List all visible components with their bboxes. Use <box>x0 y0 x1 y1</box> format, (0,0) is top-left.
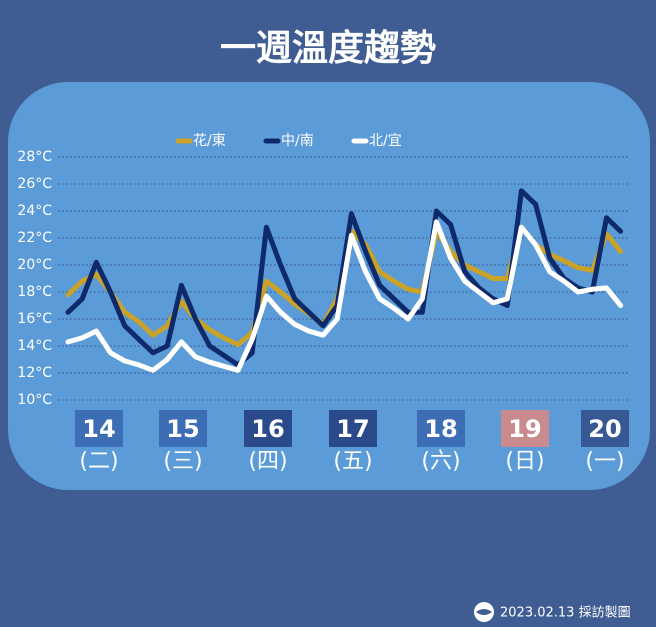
chart-title: 一週溫度趨勢 <box>220 28 436 69</box>
y-tick-label: 24°C <box>17 203 52 219</box>
y-tick-label: 16°C <box>17 311 52 327</box>
day-box <box>581 410 629 447</box>
day-weekday: (二) <box>79 449 118 474</box>
day-date: 18 <box>424 415 457 443</box>
day-box <box>159 410 207 447</box>
day-box <box>417 410 465 447</box>
day-weekday: (五) <box>333 449 372 474</box>
day-date: 16 <box>251 415 284 443</box>
day-date: 15 <box>166 415 199 443</box>
y-tick-label: 20°C <box>17 257 52 273</box>
series-line <box>65 219 624 373</box>
day-date: 17 <box>336 415 369 443</box>
day-box <box>501 410 549 447</box>
day-box <box>244 410 292 447</box>
day-weekday: (六) <box>421 449 460 474</box>
y-tick-label: 28°C <box>17 149 52 165</box>
day-date: 20 <box>588 415 621 443</box>
day-date: 14 <box>82 415 115 443</box>
day-date: 19 <box>508 415 541 443</box>
y-tick-label: 22°C <box>17 230 52 246</box>
day-weekday: (一) <box>585 449 624 474</box>
y-tick-label: 10°C <box>17 392 52 408</box>
y-tick-label: 18°C <box>17 284 52 300</box>
y-tick-label: 14°C <box>17 338 52 354</box>
logo <box>474 602 494 622</box>
y-tick-label: 12°C <box>17 365 52 381</box>
day-weekday: (日) <box>505 449 544 474</box>
footer: 2023.02.13 採訪製圖 <box>500 605 631 621</box>
legend-label: 花/東 <box>193 133 226 149</box>
day-weekday: (四) <box>248 449 287 474</box>
day-box <box>329 410 377 447</box>
legend-label: 中/南 <box>281 133 314 149</box>
day-weekday: (三) <box>163 449 202 474</box>
series-line <box>65 188 624 368</box>
panel <box>8 82 650 490</box>
y-tick-label: 26°C <box>17 176 52 192</box>
day-box <box>75 410 123 447</box>
legend-label: 北/宜 <box>369 133 402 149</box>
